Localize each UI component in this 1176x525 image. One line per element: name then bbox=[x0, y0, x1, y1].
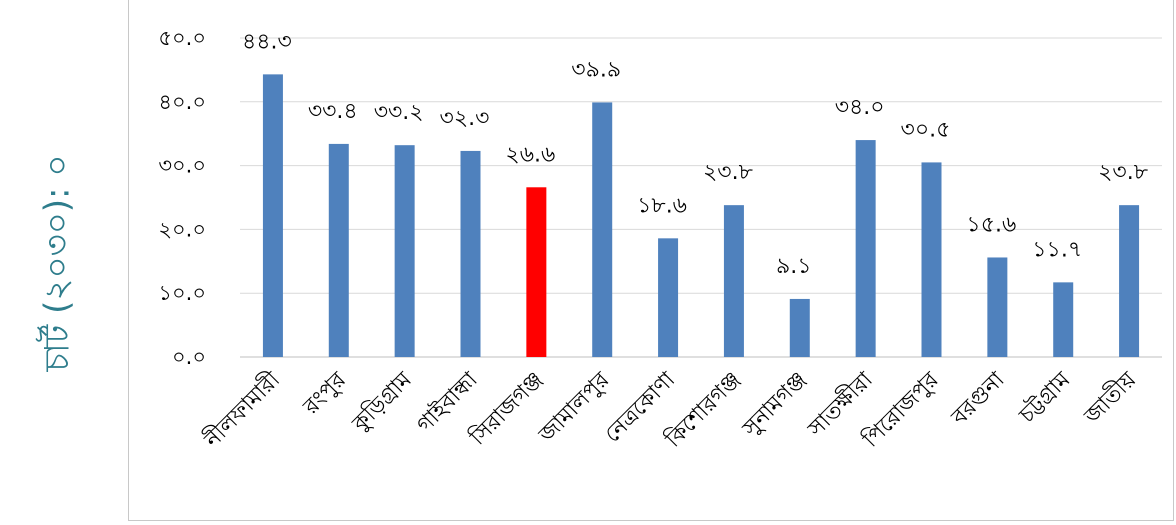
bar-5 bbox=[526, 187, 547, 357]
category-label: জামালপুর bbox=[534, 367, 615, 448]
y-tick-label: ৩০.০ bbox=[158, 154, 206, 178]
bar-10 bbox=[855, 140, 876, 357]
y-tick-label: ৫০.০ bbox=[158, 26, 206, 50]
category-label: নীলফামারী bbox=[198, 366, 286, 454]
bar-9 bbox=[789, 298, 810, 357]
data-label: ৩২.৩ bbox=[440, 106, 490, 131]
y-tick-label: ২০.০ bbox=[158, 217, 206, 241]
data-label: ৪৪.৩ bbox=[242, 29, 292, 54]
bar-1 bbox=[262, 74, 283, 357]
bar-6 bbox=[592, 102, 613, 357]
bars bbox=[262, 74, 1140, 357]
data-labels: ৪৪.৩ ৩৩.৪ ৩৩.২ ৩২.৩ ২৬.৬ ৩৯.৯ ১৮.৬ ২৩.৮ ৯.১ ৩৪.০ ৩… bbox=[242, 29, 1148, 279]
y-axis-ticks: ০.০ ১০.০ ২০.০ ৩০.০ ৪০.০ ৫০.০ bbox=[158, 26, 206, 369]
y-tick-label: ০.০ bbox=[172, 345, 206, 369]
category-label: জাতীয় bbox=[1078, 365, 1142, 429]
bar-14 bbox=[1119, 205, 1140, 357]
bar-12 bbox=[987, 257, 1008, 357]
data-label: ৩৩.৪ bbox=[308, 99, 358, 124]
bar-11 bbox=[921, 162, 942, 357]
chart-frame bbox=[128, 0, 1174, 521]
bar-2 bbox=[328, 143, 349, 357]
category-label: রংপুর bbox=[298, 367, 352, 421]
data-label: ৯.১ bbox=[776, 254, 812, 279]
bar-8 bbox=[723, 205, 744, 357]
data-label: ১৫.৬ bbox=[966, 212, 1016, 237]
bar-4 bbox=[460, 150, 481, 357]
data-label: ২৬.৬ bbox=[505, 142, 555, 167]
data-label: ২৩.৮ bbox=[703, 160, 753, 185]
data-label: ৩৩.২ bbox=[374, 100, 424, 125]
y-tick-label: ৪০.০ bbox=[158, 90, 206, 114]
category-label: সুনামগঞ্জ bbox=[737, 368, 812, 443]
data-label: ১১.৭ bbox=[1032, 237, 1082, 262]
bar-3 bbox=[394, 145, 415, 357]
x-axis-categories: নীলফামারী রংপুরকুড়িগ্রামগাইবান্ধাসিরাজগঞ… bbox=[198, 365, 1142, 453]
category-label: চট্টগ্রাম bbox=[1013, 366, 1076, 429]
y-tick-label: ১০.০ bbox=[158, 281, 206, 305]
data-label: ৩৯.৯ bbox=[571, 57, 621, 82]
bar-7 bbox=[658, 238, 679, 357]
data-label: ২৩.৮ bbox=[1098, 160, 1148, 185]
data-label: ৩৪.০ bbox=[835, 95, 885, 120]
bar-13 bbox=[1053, 282, 1074, 357]
category-label: বরগুনা bbox=[946, 367, 1010, 431]
data-label: ৩০.৫ bbox=[901, 117, 951, 142]
category-label: কুড়িগ্রাম bbox=[347, 366, 418, 437]
gridlines bbox=[240, 37, 1162, 358]
data-label: ১৮.৬ bbox=[637, 193, 687, 218]
